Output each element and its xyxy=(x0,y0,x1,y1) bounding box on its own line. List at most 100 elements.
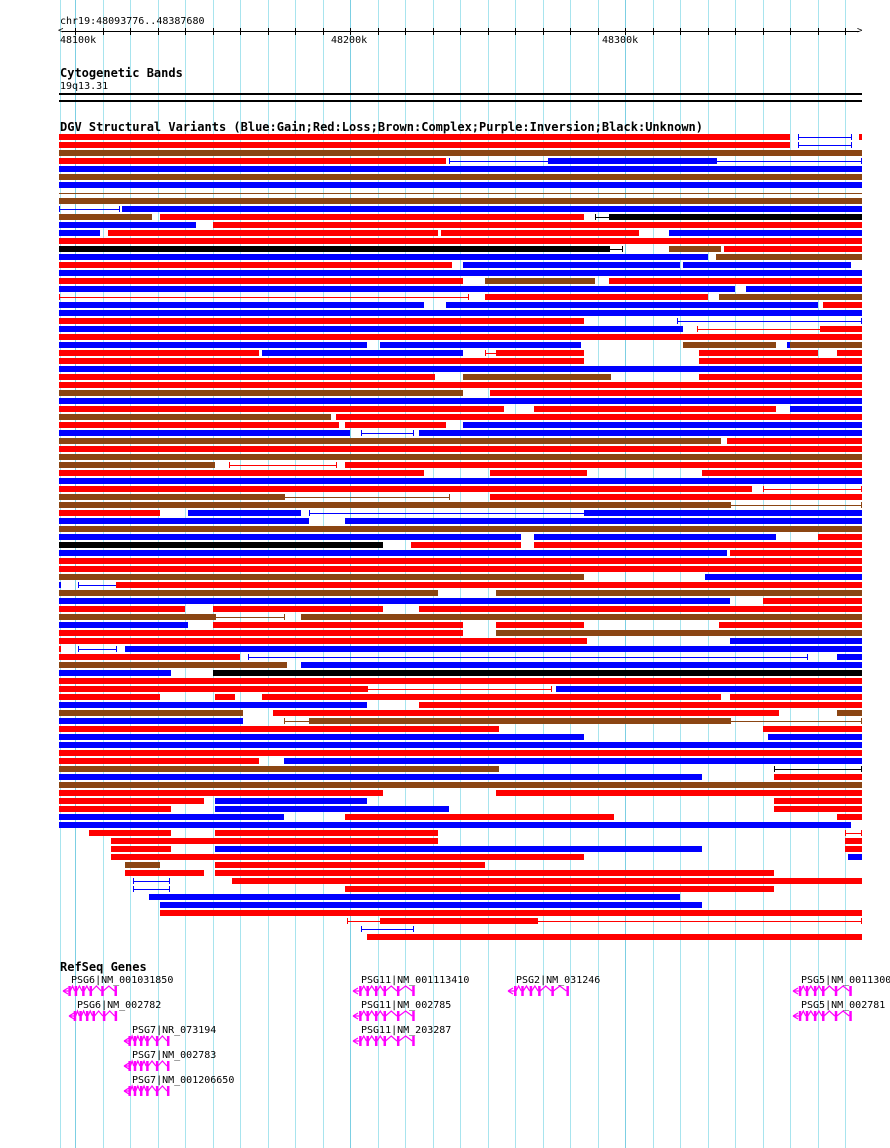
sv-gain[interactable] xyxy=(59,222,196,228)
sv-gain[interactable] xyxy=(59,670,171,676)
sv-loss[interactable] xyxy=(490,390,862,396)
sv-unknown-span[interactable] xyxy=(595,217,609,218)
sv-gain-span[interactable] xyxy=(798,137,851,138)
sv-loss[interactable] xyxy=(367,934,862,940)
sv-loss[interactable] xyxy=(215,862,485,868)
sv-unknown[interactable] xyxy=(59,246,609,252)
sv-loss-span[interactable] xyxy=(347,921,380,922)
gene-label[interactable]: PSG11|NM_203287 xyxy=(361,1025,452,1036)
sv-unknown[interactable] xyxy=(59,542,383,548)
sv-gain[interactable] xyxy=(284,758,862,764)
sv-complex[interactable] xyxy=(463,374,611,380)
sv-complex[interactable] xyxy=(59,590,438,596)
sv-complex[interactable] xyxy=(59,782,862,788)
sv-gain-span[interactable] xyxy=(248,657,807,658)
sv-loss[interactable] xyxy=(111,838,438,844)
gene-model[interactable] xyxy=(352,984,417,997)
genes-track-title[interactable]: RefSeq Genes xyxy=(60,960,147,974)
sv-loss[interactable] xyxy=(485,294,708,300)
sv-loss[interactable] xyxy=(160,910,862,916)
sv-loss[interactable] xyxy=(820,326,862,332)
sv-loss[interactable] xyxy=(160,214,584,220)
gene-label[interactable]: PSG7|NM_002783 xyxy=(132,1050,217,1061)
gene-model[interactable] xyxy=(792,1009,854,1022)
sv-loss[interactable] xyxy=(59,566,862,572)
gene-label[interactable]: PSG2|NM_031246 xyxy=(516,975,601,986)
sv-complex[interactable] xyxy=(59,214,152,220)
sv-complex-span[interactable] xyxy=(215,617,284,618)
sv-gain-span[interactable] xyxy=(798,145,851,146)
sv-gain[interactable] xyxy=(59,166,862,172)
sv-gain[interactable] xyxy=(730,638,862,644)
gene-model[interactable] xyxy=(352,1009,417,1022)
sv-gain-span[interactable] xyxy=(78,649,116,650)
sv-loss-span[interactable] xyxy=(697,329,820,330)
gene-label[interactable]: PSG7|NR_073194 xyxy=(132,1025,217,1036)
sv-loss[interactable] xyxy=(59,262,452,268)
sv-loss[interactable] xyxy=(59,790,383,796)
sv-loss[interactable] xyxy=(59,318,584,324)
sv-gain[interactable] xyxy=(59,702,367,708)
sv-complex[interactable] xyxy=(59,662,287,668)
sv-gain[interactable] xyxy=(215,806,449,812)
sv-gain[interactable] xyxy=(59,534,521,540)
sv-loss[interactable] xyxy=(763,726,862,732)
sv-complex[interactable] xyxy=(59,502,730,508)
sv-gain[interactable] xyxy=(59,550,727,556)
sv-gain-span[interactable] xyxy=(677,321,862,322)
sv-gain[interactable] xyxy=(301,662,862,668)
sv-gain[interactable] xyxy=(125,646,862,652)
sv-loss[interactable] xyxy=(59,406,504,412)
sv-gain[interactable] xyxy=(556,686,862,692)
sv-loss[interactable] xyxy=(763,598,862,604)
sv-complex[interactable] xyxy=(59,526,862,532)
sv-complex[interactable] xyxy=(59,150,862,156)
sv-gain[interactable] xyxy=(790,406,862,412)
sv-gain[interactable] xyxy=(59,582,61,588)
sv-loss[interactable] xyxy=(59,486,752,492)
gene-label[interactable]: PSG6|NM_002782 xyxy=(77,1000,162,1011)
sv-loss[interactable] xyxy=(59,278,463,284)
sv-gain[interactable] xyxy=(534,534,776,540)
gene-label[interactable]: PSG5|NM_002781 xyxy=(801,1000,886,1011)
sv-gain[interactable] xyxy=(59,774,702,780)
sv-complex-span[interactable] xyxy=(284,721,309,722)
sv-complex-span[interactable] xyxy=(59,193,862,194)
sv-gain[interactable] xyxy=(787,342,790,348)
sv-loss[interactable] xyxy=(273,710,779,716)
gene-model[interactable] xyxy=(68,1009,119,1022)
sv-gain[interactable] xyxy=(746,286,862,292)
sv-loss[interactable] xyxy=(823,302,862,308)
sv-gain[interactable] xyxy=(548,158,716,164)
gene-model[interactable] xyxy=(352,1034,417,1047)
cytoband-track-title[interactable]: Cytogenetic Bands xyxy=(60,66,183,80)
sv-loss[interactable] xyxy=(345,462,862,468)
sv-loss[interactable] xyxy=(116,582,862,588)
sv-loss[interactable] xyxy=(59,134,790,140)
sv-loss[interactable] xyxy=(534,406,776,412)
sv-gain[interactable] xyxy=(59,718,243,724)
sv-complex[interactable] xyxy=(719,294,862,300)
sv-gain[interactable] xyxy=(59,398,862,404)
sv-gain[interactable] xyxy=(59,366,862,372)
sv-gain[interactable] xyxy=(59,518,309,524)
sv-loss[interactable] xyxy=(125,870,204,876)
sv-gain[interactable] xyxy=(837,654,862,660)
sv-complex[interactable] xyxy=(309,718,730,724)
sv-loss-span[interactable] xyxy=(485,353,496,354)
sv-gain[interactable] xyxy=(215,798,367,804)
sv-gain[interactable] xyxy=(59,822,851,828)
sv-gain[interactable] xyxy=(463,422,862,428)
sv-complex-span[interactable] xyxy=(284,497,449,498)
sv-loss[interactable] xyxy=(496,790,862,796)
sv-complex[interactable] xyxy=(59,390,463,396)
sv-loss[interactable] xyxy=(111,846,171,852)
sv-gain[interactable] xyxy=(59,310,862,316)
sv-unknown[interactable] xyxy=(609,214,862,220)
sv-loss[interactable] xyxy=(845,846,862,852)
sv-complex[interactable] xyxy=(790,342,862,348)
sv-loss-span[interactable] xyxy=(763,489,862,490)
sv-complex[interactable] xyxy=(59,766,499,772)
sv-loss[interactable] xyxy=(345,886,774,892)
sv-loss[interactable] xyxy=(59,142,790,148)
